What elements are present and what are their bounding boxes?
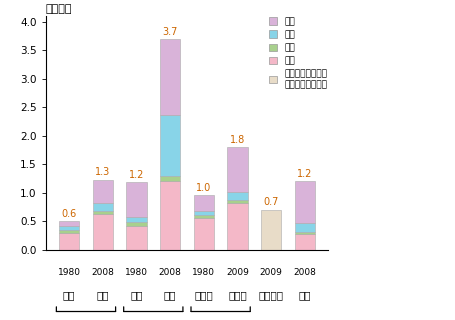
Bar [227, 200, 247, 203]
Bar [59, 230, 79, 233]
Bar [160, 181, 180, 250]
Text: 1.3: 1.3 [95, 167, 110, 177]
Text: 日本: 日本 [63, 291, 75, 300]
Text: 2009: 2009 [259, 268, 282, 277]
Text: 0.7: 0.7 [263, 197, 278, 207]
Text: 1.2: 1.2 [128, 170, 144, 180]
Bar [227, 203, 247, 250]
Text: 1.0: 1.0 [196, 183, 211, 193]
Text: 1.2: 1.2 [296, 169, 312, 179]
Text: 2008: 2008 [158, 268, 181, 277]
Bar [294, 223, 314, 232]
Bar [59, 233, 79, 250]
Text: 3.7: 3.7 [162, 27, 177, 36]
Bar [294, 232, 314, 234]
Bar [294, 234, 314, 250]
Text: 1.8: 1.8 [229, 135, 244, 145]
Text: 英国: 英国 [298, 291, 310, 300]
Bar [193, 215, 213, 218]
Bar [126, 226, 146, 250]
Bar [294, 181, 314, 223]
Bar [160, 115, 180, 176]
Bar [92, 204, 113, 211]
Text: 1980: 1980 [57, 268, 81, 277]
Bar [126, 182, 146, 217]
Bar [92, 180, 113, 204]
Bar [126, 217, 146, 222]
Bar [193, 196, 213, 211]
Text: ドイツ: ドイツ [194, 291, 212, 300]
Bar [160, 176, 180, 181]
Text: ドイツ: ドイツ [228, 291, 246, 300]
Text: 0.6: 0.6 [61, 209, 76, 219]
Bar [59, 226, 79, 230]
Bar [227, 192, 247, 200]
Bar [260, 210, 281, 250]
Bar [92, 211, 113, 214]
Text: 米国: 米国 [130, 291, 142, 300]
Text: 米国: 米国 [163, 291, 176, 300]
Text: 2008: 2008 [91, 268, 114, 277]
Text: 日本: 日本 [96, 291, 109, 300]
Bar [193, 211, 213, 215]
Text: 1980: 1980 [192, 268, 215, 277]
Text: 2009: 2009 [226, 268, 248, 277]
Text: 1980: 1980 [125, 268, 148, 277]
Legend: 理学, 工学, 農学, 保健, 理学・工学・農学
（フランスのみ）: 理学, 工学, 農学, 保健, 理学・工学・農学 （フランスのみ） [265, 14, 330, 92]
Bar [227, 147, 247, 192]
Bar [193, 218, 213, 250]
Text: フランス: フランス [258, 291, 283, 300]
Bar [160, 39, 180, 115]
Text: 2008: 2008 [293, 268, 315, 277]
Bar [59, 221, 79, 226]
Bar [92, 214, 113, 250]
Bar [126, 222, 146, 226]
Text: （万人）: （万人） [46, 4, 72, 14]
